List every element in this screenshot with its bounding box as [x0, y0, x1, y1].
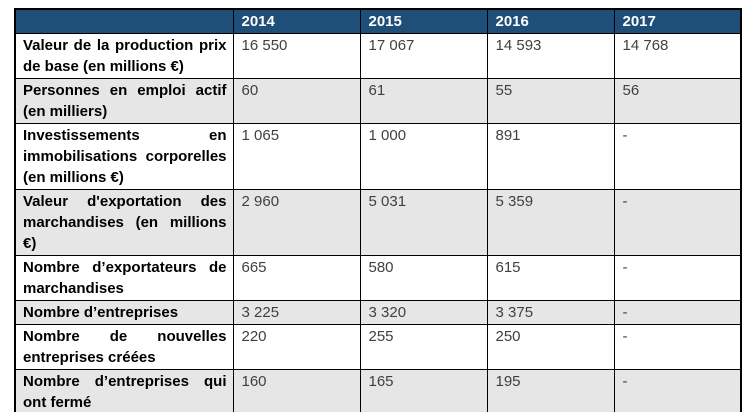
corner-header-cell: [14, 8, 234, 34]
row-label-cell: Nombre de nouvelles entreprises créées: [14, 324, 234, 370]
value-cell-2014: 3 225: [232, 300, 361, 325]
value-cell-2015: 17 067: [359, 33, 488, 79]
table-row: Valeur d'exportation des marchandises (e…: [14, 189, 742, 256]
value-cell-2016: 3 375: [486, 300, 615, 325]
table-row: Nombre d’exportateurs de marchandises 66…: [14, 255, 742, 301]
value-cell-2016: 55: [486, 78, 615, 124]
table-body: Valeur de la production prix de base (en…: [14, 33, 742, 412]
value-cell-2014: 60: [232, 78, 361, 124]
value-cell-2017: 56: [613, 78, 742, 124]
row-label-cell: Valeur de la production prix de base (en…: [14, 33, 234, 79]
row-label-cell: Valeur d'exportation des marchandises (e…: [14, 189, 234, 256]
header-row: 2014 2015 2016 2017: [14, 8, 742, 34]
value-cell-2014: 2 960: [232, 189, 361, 256]
value-cell-2015: 5 031: [359, 189, 488, 256]
value-cell-2017: -: [613, 300, 742, 325]
value-cell-2017: -: [613, 324, 742, 370]
value-cell-2015: 255: [359, 324, 488, 370]
value-cell-2014: 665: [232, 255, 361, 301]
value-cell-2014: 1 065: [232, 123, 361, 190]
year-header-2017: 2017: [613, 8, 742, 34]
year-header-2014: 2014: [232, 8, 361, 34]
value-cell-2014: 160: [232, 369, 361, 412]
table-row: Valeur de la production prix de base (en…: [14, 33, 742, 79]
value-cell-2016: 891: [486, 123, 615, 190]
value-cell-2017: -: [613, 255, 742, 301]
value-cell-2014: 16 550: [232, 33, 361, 79]
value-cell-2015: 3 320: [359, 300, 488, 325]
year-header-2015: 2015: [359, 8, 488, 34]
value-cell-2017: -: [613, 369, 742, 412]
value-cell-2015: 1 000: [359, 123, 488, 190]
value-cell-2016: 5 359: [486, 189, 615, 256]
value-cell-2014: 220: [232, 324, 361, 370]
value-cell-2017: -: [613, 123, 742, 190]
value-cell-2016: 195: [486, 369, 615, 412]
row-label-cell: Personnes en emploi actif (en milliers): [14, 78, 234, 124]
table-row: Nombre d’entreprises 3 225 3 320 3 375 -: [14, 300, 742, 325]
value-cell-2017: -: [613, 189, 742, 256]
table-row: Nombre d’entreprises qui ont fermé 160 1…: [14, 369, 742, 412]
table-row: Nombre de nouvelles entreprises créées 2…: [14, 324, 742, 370]
value-cell-2016: 14 593: [486, 33, 615, 79]
row-label-cell: Nombre d’entreprises: [14, 300, 234, 325]
table-header: 2014 2015 2016 2017: [14, 8, 742, 34]
row-label-cell: Investissements en immobilisations corpo…: [14, 123, 234, 190]
year-header-2016: 2016: [486, 8, 615, 34]
table-row: Investissements en immobilisations corpo…: [14, 123, 742, 190]
value-cell-2015: 165: [359, 369, 488, 412]
value-cell-2015: 61: [359, 78, 488, 124]
statistics-table: 2014 2015 2016 2017 Valeur de la product…: [14, 8, 742, 412]
value-cell-2016: 615: [486, 255, 615, 301]
value-cell-2016: 250: [486, 324, 615, 370]
value-cell-2017: 14 768: [613, 33, 742, 79]
table-row: Personnes en emploi actif (en milliers) …: [14, 78, 742, 124]
value-cell-2015: 580: [359, 255, 488, 301]
row-label-cell: Nombre d’entreprises qui ont fermé: [14, 369, 234, 412]
row-label-cell: Nombre d’exportateurs de marchandises: [14, 255, 234, 301]
